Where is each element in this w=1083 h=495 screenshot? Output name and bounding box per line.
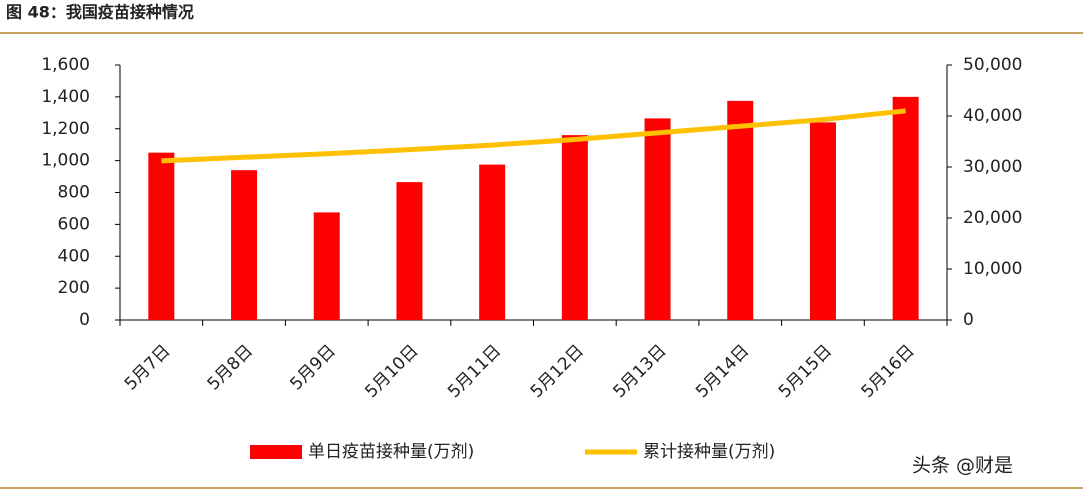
y-tick-label: 0 (79, 310, 90, 330)
x-tick-label: 5月9日 (286, 341, 339, 394)
x-tick-label: 5月16日 (858, 341, 919, 402)
legend-label: 单日疫苗接种量(万剂) (308, 442, 474, 462)
y-tick-label: 800 (58, 183, 90, 203)
bar (396, 182, 423, 320)
y2-tick-label: 30,000 (963, 157, 1022, 177)
x-tick-label: 5月10日 (361, 341, 422, 402)
x-tick-label: 5月13日 (609, 341, 670, 402)
watermark: 头条 @财是 (912, 455, 1013, 477)
y2-tick-label: 20,000 (963, 208, 1022, 228)
y-tick-label: 200 (58, 278, 90, 298)
bar (644, 118, 671, 320)
y-tick-label: 400 (58, 246, 90, 266)
y-tick-label: 1,200 (41, 119, 90, 139)
x-tick-label: 5月12日 (527, 341, 588, 402)
bar (727, 100, 754, 320)
legend-swatch (250, 445, 302, 459)
x-tick-label: 5月15日 (775, 341, 836, 402)
y2-tick-label: 0 (963, 310, 974, 330)
bar (148, 152, 175, 320)
bar (479, 164, 506, 320)
legend-label: 累计接种量(万剂) (643, 442, 775, 462)
y-tick-label: 1,400 (41, 87, 90, 107)
bar (313, 212, 340, 320)
chart-title: 图 48：我国疫苗接种情况 (6, 3, 194, 22)
bar (809, 122, 836, 320)
x-tick-label: 5月8日 (204, 341, 257, 394)
x-tick-label: 5月11日 (444, 341, 505, 402)
y2-tick-label: 50,000 (963, 55, 1022, 75)
x-tick-label: 5月7日 (121, 341, 174, 394)
bar (892, 96, 919, 320)
y-tick-label: 600 (58, 214, 90, 234)
line (161, 108, 906, 164)
y2-tick-label: 40,000 (963, 106, 1022, 126)
y-tick-label: 1,600 (41, 55, 90, 75)
y2-tick-label: 10,000 (963, 259, 1022, 279)
bar (231, 170, 258, 320)
x-tick-label: 5月14日 (692, 341, 753, 402)
y-tick-label: 1,000 (41, 151, 90, 171)
bar (561, 135, 588, 320)
